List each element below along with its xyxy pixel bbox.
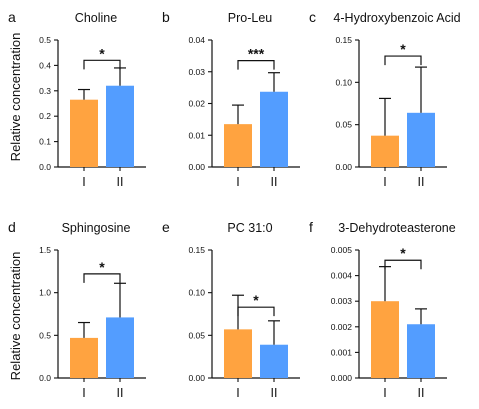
x-tick-label: II (271, 386, 278, 400)
significance-stars: *** (248, 46, 265, 62)
x-tick-label: II (418, 386, 425, 400)
significance-bracket (237, 306, 275, 317)
bar-II (106, 317, 134, 378)
y-tick-label: 0.10 (188, 288, 205, 298)
panel-title: Sphingosine (62, 221, 131, 235)
y-tick-label: 0.01 (188, 130, 205, 140)
y-tick-label: 0.0 (39, 373, 51, 383)
panel-letter: a (8, 9, 16, 25)
bar-II (407, 112, 435, 167)
bar-I (70, 99, 98, 167)
x-tick-label: I (82, 175, 85, 189)
y-tick-label: 0.15 (335, 35, 352, 45)
y-tick-label: 0.5 (39, 330, 51, 340)
x-tick-label: I (82, 386, 85, 400)
y-tick-label: 0.03 (188, 67, 205, 77)
x-tick-label: II (418, 175, 425, 189)
y-tick-label: 0.3 (39, 86, 51, 96)
x-tick-label: I (383, 386, 386, 400)
bar-I (371, 301, 399, 378)
y-tick-label: 0.003 (331, 296, 353, 306)
y-tick-label: 0.15 (188, 245, 205, 255)
y-tick-label: 0.004 (331, 271, 353, 281)
significance-stars: * (400, 245, 406, 261)
x-tick-label: II (117, 175, 124, 189)
significance-bracket (384, 55, 422, 66)
y-tick-label: 0.005 (331, 245, 353, 255)
panel-f: f 3-Dehydroteasterone 0.000 0.001 0.002 0.003… (309, 219, 456, 400)
bar-I (224, 124, 252, 167)
panel-letter: d (8, 219, 16, 235)
panel-title: 4-Hydroxybenzoic Acid (333, 11, 460, 25)
y-tick-label: 0.2 (39, 111, 51, 121)
y-tick-label: 0.05 (188, 330, 205, 340)
panel-letter: e (162, 219, 170, 235)
bar-II (407, 324, 435, 378)
panel-e: e PC 31:00.000.050.100.15I II* (162, 219, 300, 400)
panel-letter: b (162, 9, 170, 25)
bar-II (106, 85, 134, 167)
y-tick-label: 0.00 (335, 162, 352, 172)
y-tick-label: 0.00 (188, 162, 205, 172)
y-tick-label: 1.0 (39, 288, 51, 298)
bar-II (260, 91, 288, 167)
x-tick-label: I (236, 386, 239, 400)
panel-letter: f (309, 219, 313, 235)
y-tick-label: 0.1 (39, 137, 51, 147)
y-tick-label: 0.002 (331, 322, 353, 332)
significance-stars: * (400, 41, 406, 57)
bar-II (260, 344, 288, 378)
significance-bracket (83, 59, 121, 70)
significance-bracket (83, 273, 121, 283)
x-tick-label: II (117, 386, 124, 400)
significance-stars: * (253, 292, 259, 308)
y-tick-label: 0.4 (39, 60, 51, 70)
y-axis-label-bottom: Relative concentration (8, 252, 23, 381)
significance-stars: * (99, 45, 105, 61)
panel-title: Pro-Leu (228, 11, 273, 25)
significance-bracket (237, 60, 275, 70)
y-tick-label: 0.04 (188, 35, 205, 45)
bar-I (371, 135, 399, 167)
bar-I (224, 329, 252, 378)
x-tick-label: I (236, 175, 239, 189)
panel-letter: c (309, 9, 316, 25)
y-tick-label: 0.5 (39, 35, 51, 45)
y-tick-label: 0.001 (331, 347, 353, 357)
y-tick-label: 0.000 (331, 373, 353, 383)
x-tick-label: II (271, 175, 278, 189)
panel-title: PC 31:0 (227, 221, 272, 235)
x-tick-label: I (383, 175, 386, 189)
significance-stars: * (99, 259, 105, 275)
y-axis-label-top: Relative concentration (8, 33, 23, 162)
panel-title: Choline (75, 11, 117, 25)
y-tick-label: 0.05 (335, 120, 352, 130)
bar-I (70, 337, 98, 378)
y-tick-label: 0.00 (188, 373, 205, 383)
y-tick-label: 0.02 (188, 99, 205, 109)
y-tick-label: 0.10 (335, 77, 352, 87)
significance-bracket (384, 259, 422, 270)
panel-title: 3-Dehydroteasterone (338, 221, 455, 235)
y-tick-label: 0.0 (39, 162, 51, 172)
y-tick-label: 1.5 (39, 245, 51, 255)
